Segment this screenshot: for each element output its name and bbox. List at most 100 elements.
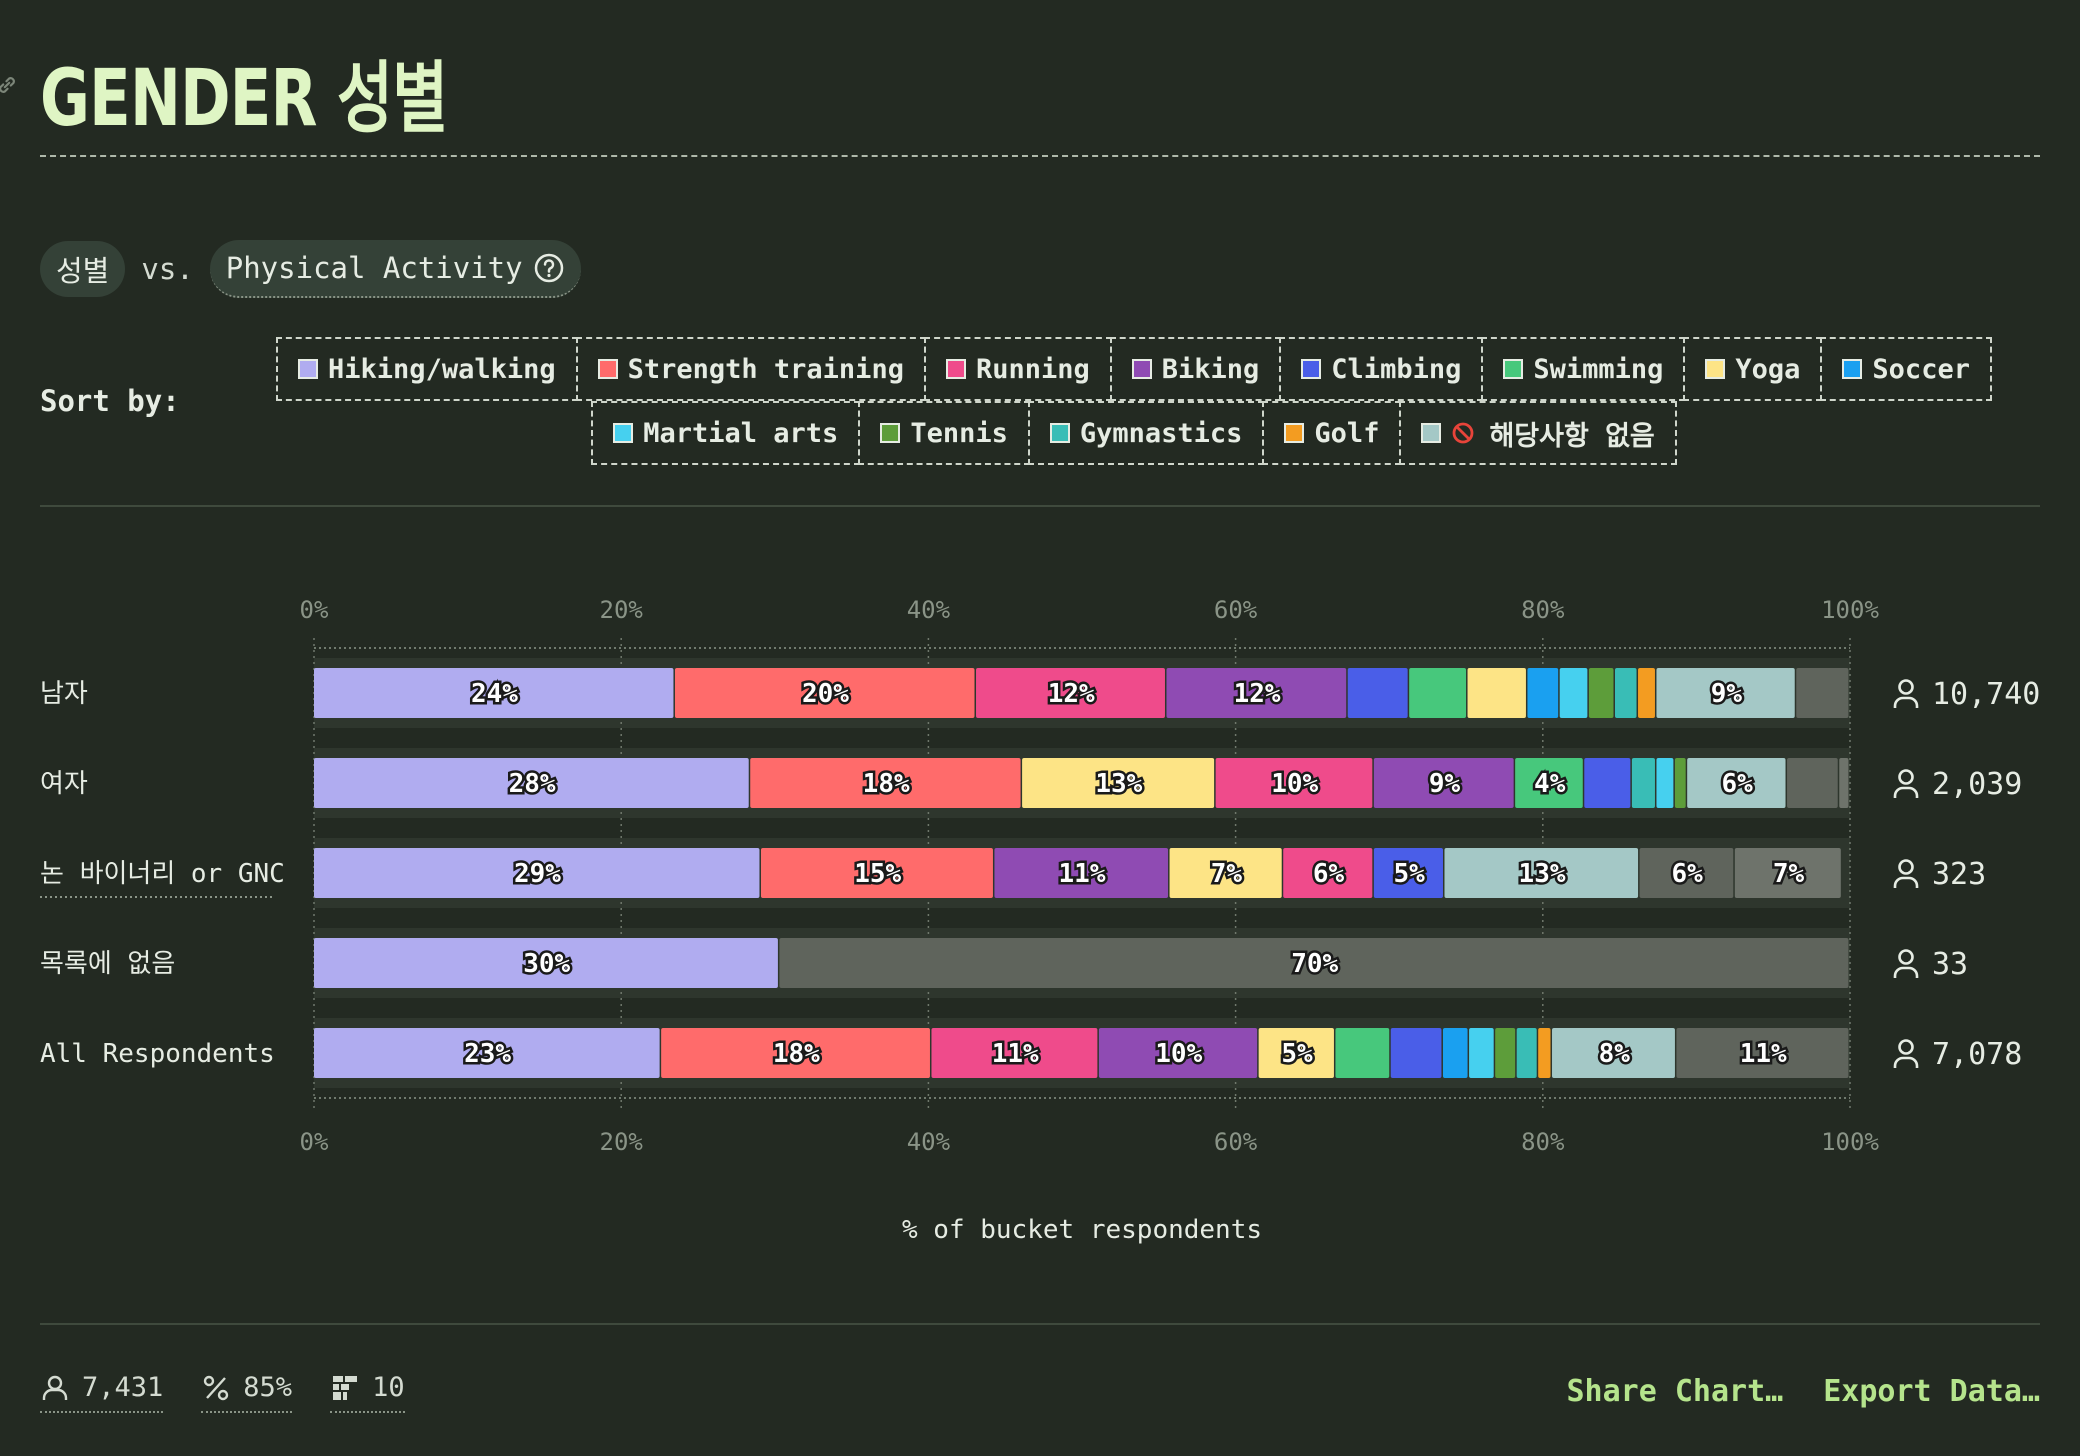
bar-segment[interactable] — [1588, 668, 1614, 718]
bar-segment[interactable] — [1674, 758, 1686, 808]
bar-segment[interactable] — [1656, 758, 1674, 808]
respondents-stat[interactable]: 7,431 — [40, 1372, 164, 1413]
help-icon[interactable] — [533, 252, 565, 284]
bar-value-label: 30% — [523, 949, 570, 979]
x-tick-label: 40% — [907, 1128, 951, 1156]
page-title: GENDER 성별 — [40, 54, 448, 144]
sort-option-tennis[interactable]: Tennis — [858, 401, 1030, 465]
bar-segment[interactable] — [1584, 758, 1631, 808]
bar-segment[interactable] — [674, 668, 975, 718]
bar-segment[interactable] — [1796, 668, 1849, 718]
bar-value-label: 12% — [1048, 679, 1095, 709]
bar-segment[interactable] — [1687, 758, 1786, 808]
x-tick-label: 0% — [300, 1128, 329, 1156]
bar-segment[interactable] — [1347, 668, 1408, 718]
bar-segment[interactable] — [1527, 668, 1559, 718]
bar-value-label: 9% — [1429, 769, 1461, 799]
bar-segment[interactable] — [1390, 1028, 1442, 1078]
sort-option-golf[interactable]: Golf — [1262, 401, 1402, 465]
bar-segment[interactable] — [976, 668, 1165, 718]
x-tick-label: 60% — [1214, 1128, 1258, 1156]
share-chart-link[interactable]: Share Chart… — [1566, 1374, 1784, 1409]
legend-swatch — [1284, 423, 1305, 443]
comparison-selector: 성별 vs. Physical Activity — [40, 240, 581, 298]
primary-variable-pill[interactable]: 성별 — [40, 241, 126, 297]
bar-segment[interactable] — [1373, 848, 1443, 898]
bar-segment[interactable] — [1409, 668, 1467, 718]
sort-option-running[interactable]: Running — [923, 337, 1112, 401]
sort-option-strength-training[interactable]: Strength training — [575, 337, 926, 401]
sort-option-gymnastics[interactable]: Gymnastics — [1027, 401, 1265, 465]
sort-option-hiking-walking[interactable]: Hiking/walking — [276, 337, 578, 401]
sort-option-soccer[interactable]: Soccer — [1820, 337, 1992, 401]
person-icon — [1893, 949, 1919, 978]
respondents-count: 7,431 — [82, 1372, 164, 1403]
sort-option-해당사항-없음[interactable]: 해당사항 없음 — [1399, 401, 1677, 465]
legend-swatch — [1503, 359, 1524, 379]
sort-option-label: Running — [975, 353, 1090, 385]
sort-option-climbing[interactable]: Climbing — [1279, 337, 1484, 401]
bar-value-label: 4% — [1534, 769, 1566, 799]
bar-segment[interactable] — [1283, 848, 1373, 898]
bar-segment[interactable] — [661, 1028, 930, 1078]
bar-segment[interactable] — [1444, 848, 1639, 898]
legend-swatch — [880, 423, 901, 443]
bar-segment[interactable] — [1631, 758, 1655, 808]
bar-segment[interactable] — [994, 848, 1169, 898]
buckets-stat[interactable]: 10 — [330, 1372, 405, 1413]
bar-segment[interactable] — [1467, 668, 1526, 718]
bar-segment[interactable] — [1495, 1028, 1516, 1078]
legend-swatch — [945, 359, 966, 379]
bar-segment[interactable] — [1098, 1028, 1258, 1078]
bar-segment[interactable] — [779, 938, 1849, 988]
sort-option-yoga[interactable]: Yoga — [1683, 337, 1823, 401]
person-icon — [1893, 1039, 1919, 1068]
respondent-count: 323 — [1932, 857, 1986, 892]
percent-value: 85% — [243, 1372, 293, 1403]
bar-segment[interactable] — [314, 668, 674, 718]
bar-segment[interactable] — [1734, 848, 1841, 898]
bar-value-label: 29% — [514, 859, 561, 889]
bar-segment[interactable] — [1787, 758, 1838, 808]
sort-option-biking[interactable]: Biking — [1109, 337, 1282, 401]
bar-value-label: 70% — [1291, 949, 1338, 979]
bar-segment[interactable] — [1442, 1028, 1468, 1078]
bar-segment[interactable] — [1676, 1028, 1849, 1078]
bar-segment[interactable] — [1538, 1028, 1551, 1078]
bar-segment[interactable] — [1258, 1028, 1334, 1078]
bar-segment[interactable] — [1215, 758, 1373, 808]
bar-segment[interactable] — [1469, 1028, 1494, 1078]
bar-value-label: 11% — [1059, 859, 1106, 889]
bar-segment[interactable] — [1839, 758, 1849, 808]
bar-segment[interactable] — [1639, 848, 1734, 898]
bar-segment[interactable] — [1552, 1028, 1675, 1078]
bar-segment[interactable] — [1022, 758, 1215, 808]
secondary-variable-pill[interactable]: Physical Activity — [209, 240, 581, 298]
bar-segment[interactable] — [750, 758, 1021, 808]
bar-segment[interactable] — [314, 938, 778, 988]
bar-segment[interactable] — [1373, 758, 1514, 808]
bar-segment[interactable] — [1166, 668, 1347, 718]
sort-option-label: Golf — [1314, 417, 1380, 449]
bar-value-label: 5% — [1394, 859, 1426, 889]
bar-segment[interactable] — [760, 848, 993, 898]
row-category-label[interactable]: 논 바이너리 or GNC — [40, 859, 285, 889]
bar-segment[interactable] — [1614, 668, 1637, 718]
link-icon[interactable] — [0, 72, 20, 98]
bar-segment[interactable] — [314, 1028, 660, 1078]
bar-segment[interactable] — [1515, 758, 1583, 808]
bar-segment[interactable] — [1169, 848, 1282, 898]
bar-segment[interactable] — [1656, 668, 1795, 718]
sort-option-swimming[interactable]: Swimming — [1481, 337, 1686, 401]
bar-segment[interactable] — [1335, 1028, 1390, 1078]
bar-segment[interactable] — [1516, 1028, 1537, 1078]
bar-segment[interactable] — [314, 848, 760, 898]
bar-segment[interactable] — [314, 758, 749, 808]
sort-option-martial-arts[interactable]: Martial arts — [591, 401, 861, 465]
bar-segment[interactable] — [931, 1028, 1098, 1078]
percent-stat[interactable]: 85% — [201, 1372, 293, 1413]
export-data-link[interactable]: Export Data… — [1823, 1374, 2040, 1409]
bar-segment[interactable] — [1559, 668, 1588, 718]
bar-segment[interactable] — [1638, 668, 1655, 718]
x-tick-label: 80% — [1521, 1128, 1565, 1156]
